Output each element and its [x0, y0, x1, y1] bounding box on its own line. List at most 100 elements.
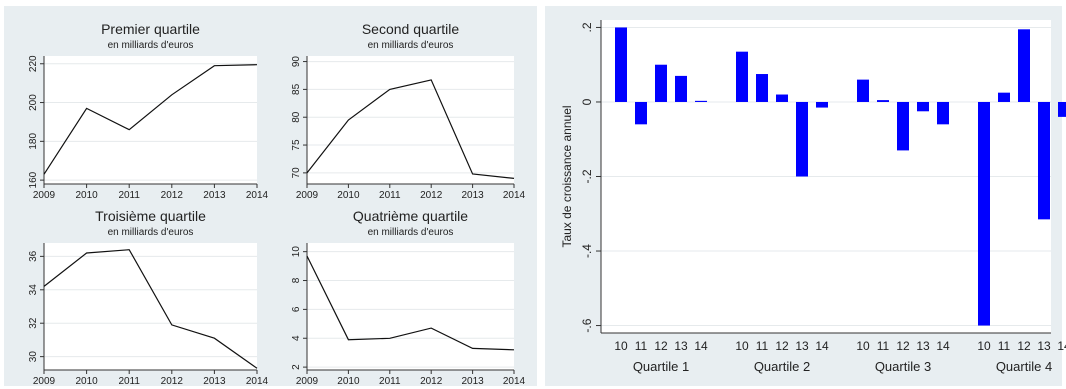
bar [615, 27, 627, 102]
quartile-line-charts: 160 180 200 220 2009 2010 2011 2012 2013 2014 Prem… [28, 21, 526, 387]
x-tick-label: 13 [795, 339, 809, 353]
y-axis-label: Taux de croissance annuel [560, 105, 574, 247]
line-charts-panel: 160 180 200 220 2009 2010 2011 2012 2013 2014 Prem… [4, 6, 537, 387]
chart-title: Troisième quartile [95, 208, 206, 224]
series-line [306, 255, 515, 351]
bar [655, 64, 667, 102]
x-tick-label: 2010 [75, 190, 98, 201]
x-tick-label: 10 [614, 339, 628, 353]
group-label: Quartile 4 [996, 359, 1052, 374]
plot-area [307, 243, 514, 370]
x-tick-label: 13 [916, 339, 930, 353]
x-tick-label: 2009 [33, 376, 56, 387]
bar-group-1: 10 11 12 13 14 Quartile 1 [614, 27, 708, 374]
y-tick-label: 90 [291, 56, 302, 68]
chart-title: Premier quartile [101, 21, 200, 37]
x-tick-label: 2009 [296, 376, 319, 387]
x-tick-label: 2013 [203, 190, 226, 201]
line-chart-3: 30 32 34 36 2009 2010 2011 2012 2013 2014 Troisièm… [28, 208, 269, 387]
x-tick-label: 2010 [75, 376, 98, 387]
y-tick-label: 30 [28, 351, 39, 363]
y-tick-label: .2 [580, 22, 594, 32]
y-tick-label: 180 [28, 133, 39, 150]
bar [736, 51, 748, 102]
bar [857, 79, 869, 102]
bar-group-4: 10 11 12 13 14 Quartile 4 [977, 29, 1066, 374]
bar [776, 94, 788, 102]
bar [877, 100, 889, 102]
y-tick-label: 6 [291, 306, 302, 312]
y-tick-label: 8 [291, 277, 302, 283]
series-line [43, 249, 258, 369]
x-tick-label: 2010 [337, 376, 360, 387]
y-tick-label: 32 [28, 317, 39, 329]
y-tick-label: 220 [28, 55, 39, 72]
bar [675, 75, 687, 102]
bar [796, 101, 808, 177]
x-tick-label: 2012 [420, 190, 443, 201]
x-tick-label: 10 [735, 339, 749, 353]
bar [635, 101, 647, 125]
chart-subtitle: en milliards d'euros [108, 227, 194, 238]
x-tick-label: 14 [694, 339, 708, 353]
x-tick-label: 2012 [161, 376, 184, 387]
bar [1018, 29, 1030, 102]
bar [998, 92, 1010, 102]
x-tick-label: 2009 [296, 190, 319, 201]
x-tick-label: 13 [1037, 339, 1051, 353]
x-tick-label: 11 [635, 339, 648, 353]
group-label: Quartile 2 [754, 359, 810, 374]
x-tick-label: 14 [936, 339, 950, 353]
x-tick-label: 2012 [161, 190, 184, 201]
x-tick-label: 14 [1057, 339, 1066, 353]
y-tick-label: 70 [291, 167, 302, 179]
y-tick-label: -.4 [580, 244, 594, 258]
bar-chart-panel: .2 0 -.2 -.4 -.6 Taux de croissance annuel 10 1… [545, 6, 1066, 386]
y-tick-label: -.2 [580, 169, 594, 183]
y-tick-label: -.6 [580, 318, 594, 332]
bar [816, 101, 828, 108]
x-tick-label: 2014 [503, 376, 526, 387]
bar-group-3: 10 11 12 13 14 Quartile 3 [856, 79, 950, 374]
y-tick-label: 200 [28, 94, 39, 111]
bar [937, 101, 949, 125]
x-tick-label: 12 [654, 339, 668, 353]
x-tick-label: 2011 [379, 190, 401, 201]
plot-area [307, 56, 514, 184]
bar [1058, 101, 1066, 117]
line-chart-4: 2 4 6 8 10 2009 2010 2011 2012 2013 2014 Quatrième … [291, 208, 526, 387]
chart-subtitle: en milliards d'euros [108, 40, 194, 51]
plot-area [44, 243, 257, 370]
x-tick-label: 11 [877, 339, 890, 353]
series-line [306, 79, 515, 179]
x-tick-label: 12 [1017, 339, 1031, 353]
x-tick-label: 2014 [503, 190, 526, 201]
y-tick-label: 36 [28, 250, 39, 262]
bar [897, 101, 909, 151]
x-tick-label: 2011 [118, 190, 140, 201]
x-tick-label: 2013 [461, 190, 484, 201]
x-tick-label: 2014 [246, 376, 269, 387]
x-tick-label: 11 [998, 339, 1011, 353]
chart-subtitle: en milliards d'euros [368, 40, 454, 51]
bar [917, 101, 929, 112]
x-tick-label: 10 [856, 339, 870, 353]
x-tick-label: 2012 [420, 376, 443, 387]
y-tick-label: 75 [291, 139, 302, 151]
bar [695, 100, 707, 102]
group-label: Quartile 1 [633, 359, 689, 374]
bar [1038, 101, 1050, 220]
series-line [43, 64, 258, 175]
y-tick-label: 0 [580, 98, 594, 105]
x-tick-label: 2013 [203, 376, 226, 387]
x-tick-label: 14 [815, 339, 829, 353]
x-tick-label: 12 [896, 339, 910, 353]
y-tick-label: 10 [291, 246, 302, 258]
x-tick-label: 2010 [337, 190, 360, 201]
y-tick-label: 34 [28, 284, 39, 296]
y-tick-label: 160 [28, 171, 39, 188]
x-tick-label: 11 [756, 339, 769, 353]
x-tick-label: 10 [977, 339, 991, 353]
bar [978, 101, 990, 326]
x-tick-label: 13 [674, 339, 688, 353]
